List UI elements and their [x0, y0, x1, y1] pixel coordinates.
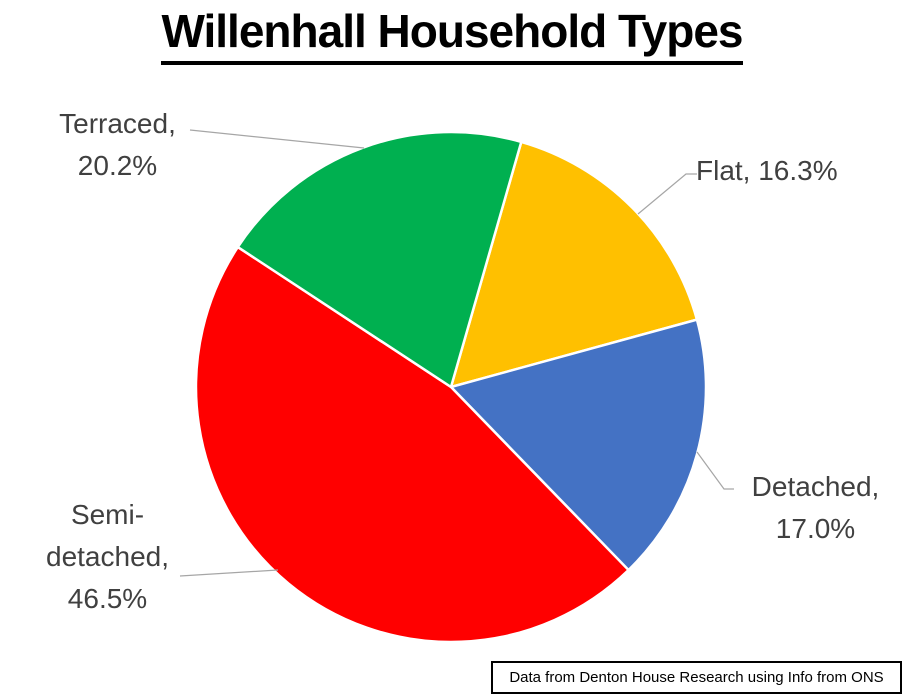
source-footer-box: Data from Denton House Research using In…	[491, 661, 902, 694]
label-terraced-name: Terraced,	[59, 108, 176, 139]
label-terraced-value: 20.2%	[77, 150, 158, 181]
label-semi-line1: Semi-	[70, 499, 145, 530]
chart-title: Willenhall Household Types	[0, 4, 904, 65]
pie-slice-semi-detached	[194, 245, 630, 644]
label-semi-line2: detached,	[46, 541, 169, 572]
label-detached-value: 17.0%	[775, 513, 856, 544]
pie-slice-detached	[449, 318, 708, 572]
label-detached-name: Detached,	[751, 471, 880, 502]
leader-line-flat	[637, 173, 697, 215]
label-flat: Flat, 16.3%	[696, 150, 838, 192]
label-semi-detached: Semi- detached, 46.5%	[30, 494, 185, 620]
pie-slice-flat	[449, 140, 699, 389]
leader-line-detached	[696, 451, 734, 490]
label-flat-text: Flat, 16.3%	[696, 155, 838, 186]
pie-slices	[194, 130, 708, 644]
leader-line-semi-detached	[179, 569, 279, 577]
label-terraced: Terraced, 20.2%	[40, 103, 195, 187]
label-semi-value: 46.5%	[67, 583, 148, 614]
leader-line-terraced	[189, 129, 365, 149]
chart-title-text: Willenhall Household Types	[161, 4, 744, 65]
label-detached: Detached, 17.0%	[733, 466, 898, 550]
source-footer-text: Data from Denton House Research using In…	[509, 669, 884, 686]
